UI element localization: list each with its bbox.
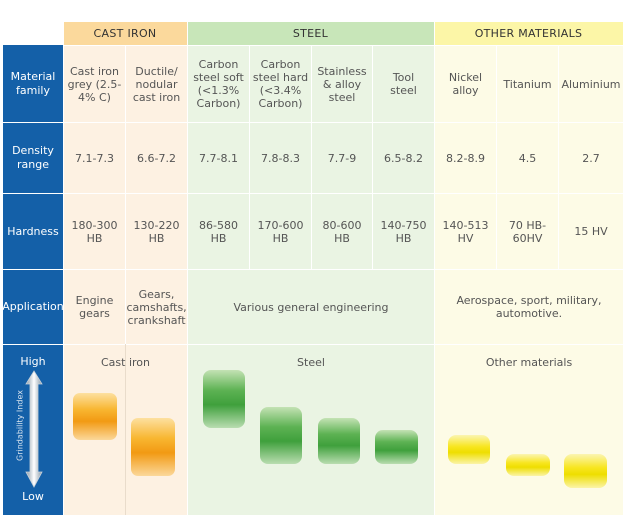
grindability-index-label: Grindability Index (15, 390, 25, 461)
group-header-steel-label: STEEL (292, 27, 329, 40)
row-label-hardness: Hardness (3, 194, 63, 269)
group-header-cast-iron-label: CAST IRON (93, 27, 157, 40)
density-cell: 7.8-8.3 (261, 151, 300, 165)
grindability-bar-stainless (318, 418, 360, 464)
group-header-steel: STEEL (187, 22, 434, 45)
grindability-bar-nickel (448, 435, 490, 464)
grindability-bar-aluminium (564, 454, 607, 488)
group-header-other-label: OTHER MATERIALS (474, 27, 583, 40)
grindability-arrow-icon (25, 370, 43, 488)
family-cell: Carbon steel hard (<3.4% Carbon) (252, 58, 309, 110)
group-header-cast-iron: CAST IRON (63, 22, 187, 45)
application-cell-steel: Various general engineering (233, 300, 389, 314)
hardness-cell: 170-600 HB (257, 218, 304, 245)
grindability-bar-cast-grey (73, 393, 117, 440)
density-cell: 4.5 (518, 151, 537, 165)
family-cell: Tool steel (390, 71, 417, 97)
row-label-application: Application (2, 270, 64, 344)
grid-line (496, 45, 497, 269)
grid-line (63, 45, 623, 46)
hardness-cell: 180-300 HB (71, 218, 118, 245)
density-cell: 6.6-7.2 (137, 151, 176, 165)
family-cell: Nickel alloy (448, 71, 483, 97)
grid-line (125, 45, 126, 344)
grid-line (3, 193, 623, 194)
hardness-cell: 86-580 HB (199, 218, 238, 245)
grindability-low-label: Low (22, 490, 44, 503)
density-cell: 7.1-7.3 (75, 151, 114, 165)
family-cell: Ductile/ nodular cast iron (132, 64, 181, 104)
group-header-other-materials: OTHER MATERIALS (434, 22, 623, 45)
grindability-high-label: High (20, 355, 46, 368)
density-cell: 6.5-8.2 (384, 151, 423, 165)
grindability-label-steel: Steel (297, 356, 325, 369)
grid-line (187, 22, 188, 515)
family-cell: Carbon steel soft (<1.3% Carbon) (193, 58, 244, 110)
family-cell: Aluminium (561, 77, 621, 91)
grindability-bar-carbon-hard (260, 407, 302, 464)
grindability-bar-cast-ductile (131, 418, 175, 476)
application-cell-other: Aerospace, sport, military, automotive. (456, 294, 602, 320)
hardness-cell: 140-750 HB (380, 218, 427, 245)
row-label-material-family: Material family (3, 45, 63, 122)
grindability-label-cast-iron: Cast iron (100, 356, 150, 369)
other-materials-column-bg (434, 22, 623, 515)
hardness-cell: 80-600 HB (322, 218, 362, 245)
density-cell: 7.7-9 (327, 151, 357, 165)
hardness-cell: 130-220 HB (133, 218, 180, 245)
hardness-cell: 70 HB- 60HV (508, 218, 547, 245)
grid-line (125, 344, 126, 515)
hardness-cell: 140-513 HV (442, 218, 489, 245)
grid-line (558, 45, 559, 269)
density-cell: 7.7-8.1 (199, 151, 238, 165)
grindability-bar-titanium (506, 454, 550, 476)
family-cell: Titanium (503, 77, 552, 91)
density-cell: 8.2-8.9 (446, 151, 485, 165)
application-cell-cast-ductile: Gears, camshafts, crankshaft (126, 287, 187, 327)
hardness-cell: 15 HV (574, 225, 608, 238)
grid-line (311, 45, 312, 269)
grid-line (63, 22, 64, 515)
grid-line (3, 122, 623, 123)
family-cell: Cast iron grey (2.5-4% C) (67, 64, 122, 104)
row-label-density-range: Density range (3, 123, 63, 193)
grid-line (3, 269, 623, 270)
grid-line (249, 45, 250, 269)
grid-line (372, 45, 373, 269)
density-cell: 2.7 (582, 151, 600, 165)
grindability-bar-tool-steel (375, 430, 418, 464)
family-cell: Stainless & alloy steel (317, 64, 367, 104)
grid-line (434, 22, 435, 515)
grindability-bar-carbon-soft (203, 370, 245, 428)
application-cell-cast-grey: Engine gears (75, 294, 114, 320)
grindability-label-other: Other materials (485, 356, 573, 369)
grid-line (3, 344, 623, 345)
